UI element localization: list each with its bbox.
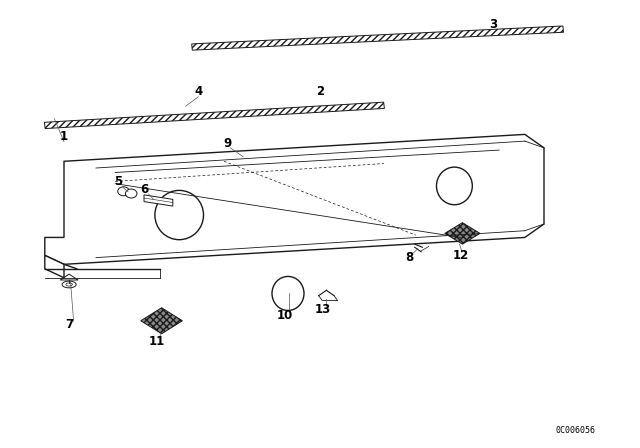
Text: 2: 2 — [316, 85, 324, 99]
Text: 11: 11 — [148, 335, 165, 349]
Text: 10: 10 — [276, 309, 293, 323]
Polygon shape — [192, 26, 563, 50]
Text: 4: 4 — [195, 85, 202, 99]
Text: 1: 1 — [60, 130, 68, 143]
Text: 12: 12 — [452, 249, 469, 262]
Text: 8: 8 — [406, 251, 413, 264]
Polygon shape — [45, 134, 544, 264]
Ellipse shape — [125, 189, 137, 198]
Text: 0C006056: 0C006056 — [556, 426, 595, 435]
Polygon shape — [44, 102, 385, 129]
Polygon shape — [144, 195, 173, 206]
Polygon shape — [445, 223, 480, 244]
Polygon shape — [141, 308, 182, 334]
Ellipse shape — [118, 187, 129, 196]
Polygon shape — [45, 255, 64, 278]
Text: 5: 5 — [115, 175, 122, 188]
Text: 6: 6 — [140, 182, 148, 196]
Text: 13: 13 — [315, 302, 332, 316]
Text: 7: 7 — [65, 318, 73, 332]
Text: 9: 9 — [223, 137, 231, 150]
Text: 3: 3 — [489, 18, 497, 31]
